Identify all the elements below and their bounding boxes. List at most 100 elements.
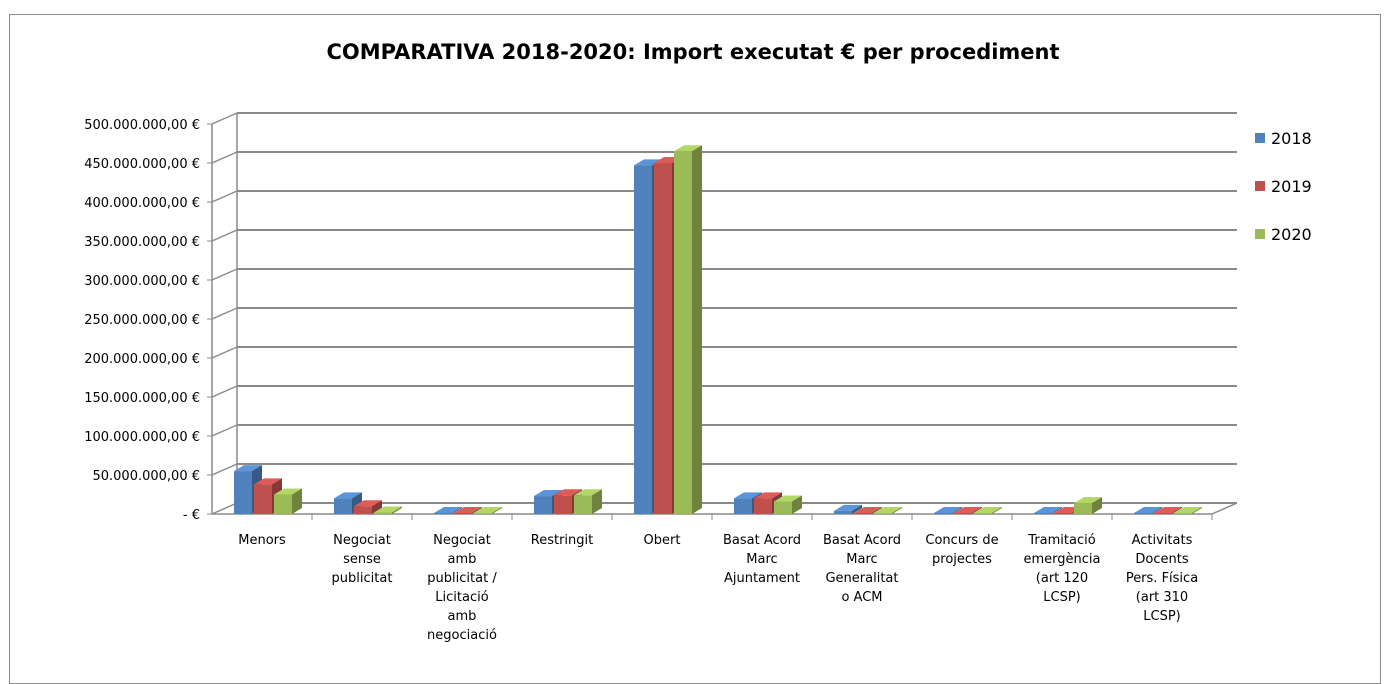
ytick-label: 450.000.000,00 € [84,157,200,172]
ytick-label: 100.000.000,00 € [84,430,200,445]
bar-top [934,507,962,513]
xtick-label-line: Marc [746,552,777,567]
bar-top [534,490,562,497]
bar-2020 [674,145,702,515]
xtick-label-line: Docents [1135,552,1188,567]
bar-top [1034,507,1062,513]
bar-top [634,159,662,166]
legend-label: 2019 [1271,176,1312,196]
xtick-label-line: Restringit [531,533,593,548]
xtick-label-line: Activitats [1132,533,1193,548]
bar-front [654,163,672,514]
xtick-label-line: (art 310 [1136,590,1188,605]
legend-item: 2018 [1255,128,1312,148]
xtick-label: Negociat amb publicitat / Licitació amb negoc… [427,533,497,643]
bar-front [854,513,872,514]
bar-front [1174,513,1192,514]
bar-top [834,504,862,511]
ytick-label: 500.000.000,00 € [84,118,200,133]
xtick-label-line: Negociat [433,533,491,548]
bar-front [374,512,392,514]
xtick-label-line: publicitat / [427,571,497,586]
chart-legend: 2018 2019 2020 [1255,128,1312,272]
bar-top [674,145,702,152]
bar-top [474,507,502,513]
bar-side [792,495,802,514]
legend-item: 2020 [1255,224,1312,244]
bar-side [592,489,602,514]
bar-front [674,151,692,515]
bar-top [234,465,262,472]
gridline-side [211,229,238,242]
bar-side [472,507,482,514]
bar-front [834,510,852,514]
legend-swatch [1255,133,1265,143]
bar-top [574,489,602,496]
xtick-label-line: projectes [932,552,992,567]
bar-top [374,506,402,513]
bar-top [354,500,382,507]
bar-front [574,495,592,514]
xtick-label-line: negociació [427,628,497,643]
gridline-side [211,112,238,125]
bar-top [434,507,462,513]
bar-top [554,489,582,496]
gridline-side [211,190,238,203]
bar-front [454,513,472,514]
bar-side [392,506,402,514]
bar-top [254,478,282,485]
bar-front [1054,513,1072,514]
legend-swatch [1255,181,1265,191]
bar-side [1172,507,1182,514]
bar-top [1134,507,1162,513]
xtick-label-line: Menors [238,533,286,548]
bar-side [1152,507,1162,514]
bar-side [872,507,882,514]
gridline-side [211,268,238,281]
gridline-side [211,346,238,359]
gridline-side [211,307,238,320]
xtick-label: Menors [238,533,286,548]
xtick-label-line: (art 120 [1036,571,1088,586]
bar-front [954,513,972,514]
bar-front [274,494,292,514]
xtick-label-line: Ajuntament [724,571,800,586]
bar-side [952,507,962,514]
xtick-label-line: Licitació [435,590,488,605]
legend-label: 2020 [1271,224,1312,244]
gridline-side [211,502,238,515]
bar-2020 [374,506,402,514]
bar-top [854,507,882,513]
xtick-label-line: LCSP) [1143,609,1180,624]
xtick-label-line: sense [343,552,381,567]
xtick-label-line: Negociat [333,533,391,548]
bar-top [874,507,902,513]
gridline-side [211,385,238,398]
bar-top [774,495,802,502]
bar-front [474,513,492,514]
xtick-label-line: o ACM [841,590,882,605]
ytick-label: 400.000.000,00 € [84,196,200,211]
bar-2018 [934,507,962,514]
bar-front [634,165,652,514]
bar-2020 [1174,507,1202,514]
gridline-side [211,424,238,437]
floor-edge [1211,502,1238,515]
bar-2019 [954,507,982,514]
bar-side [892,507,902,514]
legend-label: 2018 [1271,128,1312,148]
bar-2018 [834,504,862,514]
ytick-label: 150.000.000,00 € [84,391,200,406]
bar-side [492,507,502,514]
bar-2020 [974,507,1002,514]
bar-side [1192,507,1202,514]
bar-2020 [274,488,302,514]
xtick-label: Negociat sense publicitat [332,533,393,586]
bar-front [434,513,452,514]
gridline-side [211,463,238,476]
xtick-label-line: amb [448,609,477,624]
bar-top [1074,497,1102,504]
bar-top [454,507,482,513]
xtick-label: Activitats Docents Pers. Física (art 310 LCS… [1126,533,1198,624]
